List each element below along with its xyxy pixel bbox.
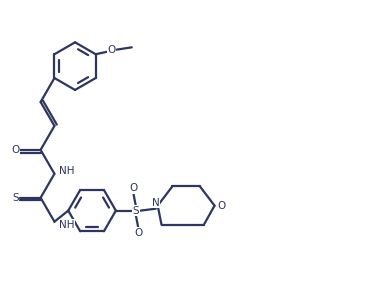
Text: O: O [129,183,138,193]
Text: S: S [132,206,139,216]
Text: O: O [11,145,19,155]
Text: O: O [134,228,142,238]
Text: NH: NH [59,166,74,177]
Text: O: O [217,201,225,211]
Text: N: N [152,198,160,208]
Text: O: O [108,45,116,55]
Text: NH: NH [59,220,74,230]
Text: S: S [12,193,18,203]
